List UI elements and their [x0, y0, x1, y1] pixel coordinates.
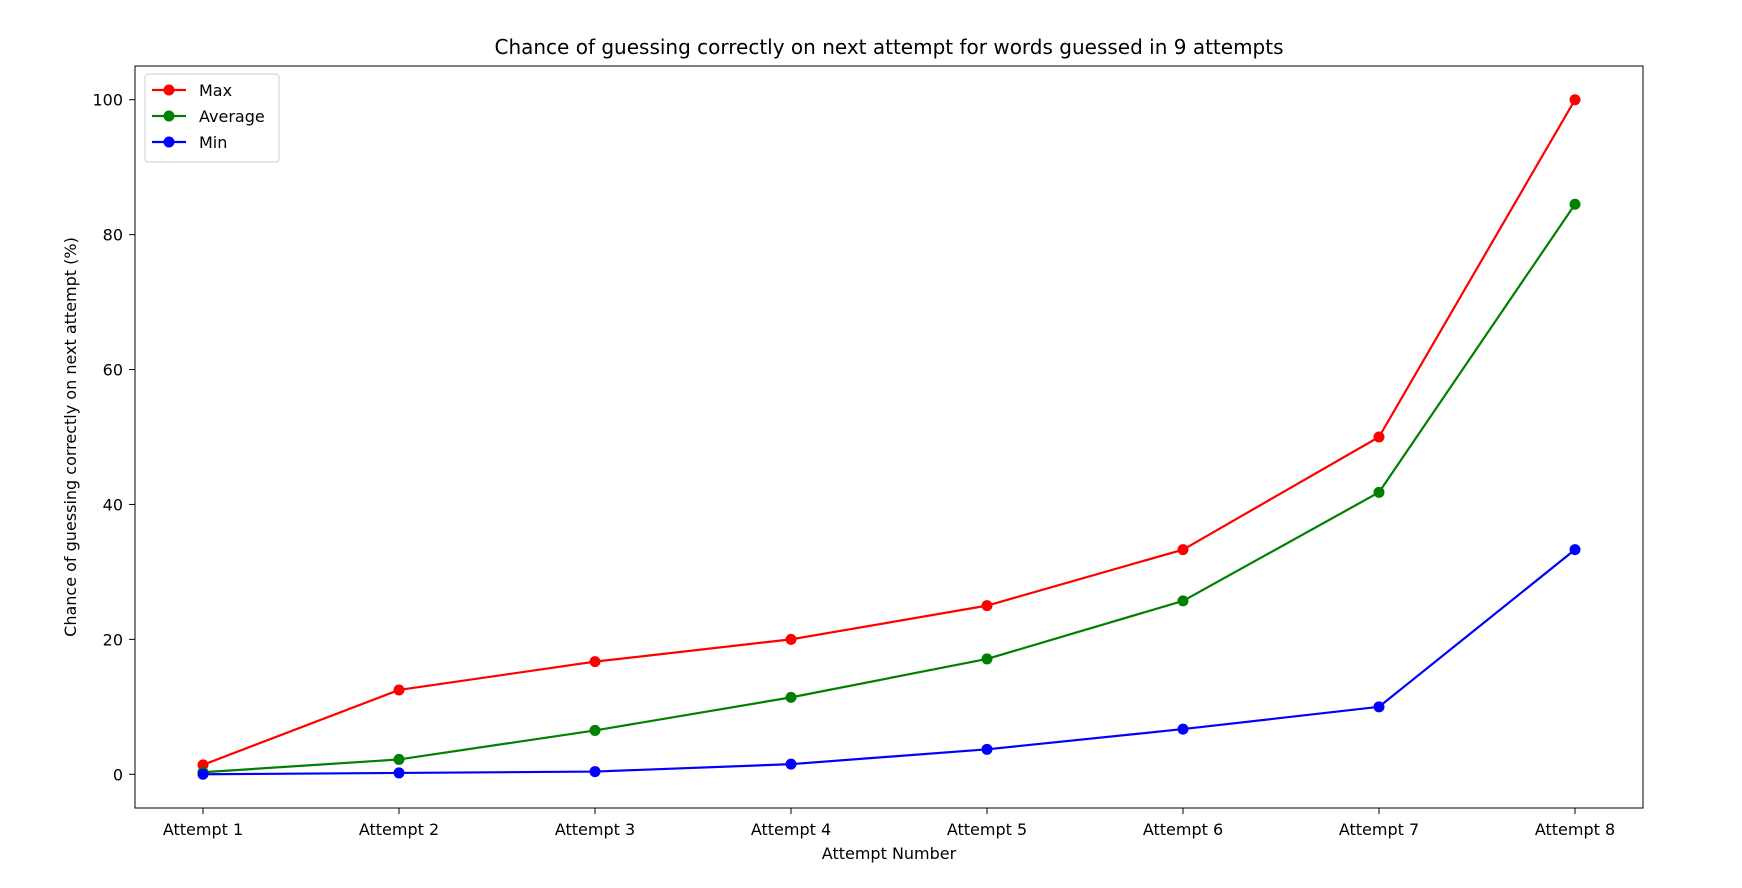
data-point-max: [1569, 94, 1581, 106]
data-point-average: [785, 691, 797, 703]
data-point-average: [981, 653, 993, 665]
legend-box: [144, 73, 280, 163]
data-point-average: [589, 724, 601, 736]
legend-marker-max: [163, 84, 175, 96]
data-point-max: [589, 656, 601, 668]
y-tick-label: 0: [113, 765, 123, 784]
series-layer: [197, 94, 1581, 780]
data-point-average: [1373, 486, 1385, 498]
x-tick-label: Attempt 6: [1143, 820, 1223, 839]
data-point-max: [1373, 431, 1385, 443]
x-tick-label: Attempt 7: [1339, 820, 1419, 839]
legend-marker-min: [163, 136, 175, 148]
legend: Max Average Min: [144, 73, 280, 163]
data-point-max: [981, 600, 993, 612]
data-point-average: [1177, 595, 1189, 607]
data-point-average: [393, 753, 405, 765]
x-tick-label: Attempt 2: [359, 820, 439, 839]
x-tick-label: Attempt 8: [1535, 820, 1615, 839]
x-axis-ticks: Attempt 1 Attempt 2 Attempt 3 Attempt 4 Atte…: [163, 808, 1615, 839]
data-point-max: [1177, 544, 1189, 556]
y-axis-label: Chance of guessing correctly on next att…: [61, 237, 80, 637]
legend-marker-average: [163, 110, 175, 122]
data-point-max: [785, 633, 797, 645]
data-point-min: [1569, 544, 1581, 556]
y-tick-label: 40: [103, 495, 123, 514]
data-point-min: [785, 758, 797, 770]
x-tick-label: Attempt 5: [947, 820, 1027, 839]
legend-label-min: Min: [199, 133, 227, 152]
data-point-max: [393, 684, 405, 696]
series-line-average: [202, 203, 1576, 774]
data-point-min: [981, 743, 993, 755]
legend-label-average: Average: [199, 107, 265, 126]
data-point-min: [393, 767, 405, 779]
y-tick-label: 20: [103, 630, 123, 649]
chart-title: Chance of guessing correctly on next att…: [494, 35, 1283, 59]
x-tick-label: Attempt 3: [555, 820, 635, 839]
data-point-average: [1569, 198, 1581, 210]
legend-label-max: Max: [199, 81, 232, 100]
x-tick-label: Attempt 1: [163, 820, 243, 839]
y-axis-ticks: 0 20 40 60 80 100: [92, 91, 135, 784]
series-line-max: [202, 99, 1576, 766]
x-tick-label: Attempt 4: [751, 820, 831, 839]
series-line-min: [202, 548, 1576, 776]
x-axis-label: Attempt Number: [822, 844, 957, 863]
y-tick-label: 80: [103, 226, 123, 245]
plot-area-frame: [134, 65, 1644, 809]
y-tick-label: 100: [92, 91, 123, 110]
data-point-min: [1177, 723, 1189, 735]
data-point-min: [1373, 701, 1385, 713]
data-point-min: [197, 768, 209, 780]
data-point-min: [589, 766, 601, 778]
y-tick-label: 60: [103, 361, 123, 380]
